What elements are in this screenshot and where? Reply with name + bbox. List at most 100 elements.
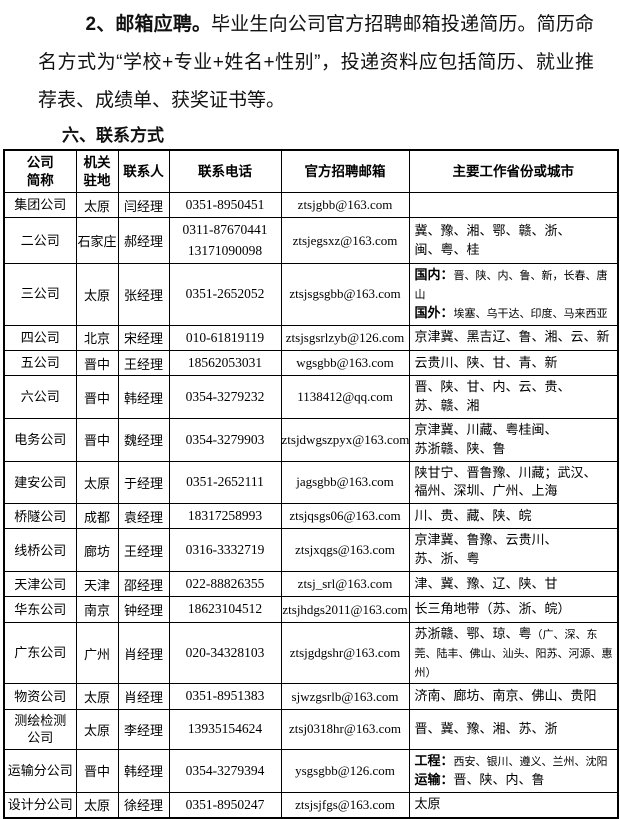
region-segment: 冀、豫、湘、鄂、赣、浙、 [414,222,571,238]
cell-regions: 长三角地带（苏、浙、皖） [408,596,619,623]
table-row: 华东公司 南京 钟经理 18623104512 ztsjhdgs2011@163.com… [3,596,619,623]
region-segment: 晋、陕、内、鲁 [453,771,545,787]
region-segment: 苏、浙、粤 [414,551,480,567]
table-row: 二公司 石家庄 郝经理 0311-87670441 13171090098 ztsjeg… [3,217,619,264]
region-segment: 晋、陕、甘、内、云、贵、 [414,379,571,395]
cell-phone: 0351-8951383 [168,683,282,710]
cell-email: ztsjqsgs06@163.com [280,503,410,530]
cell-contact: 宋经理 [117,324,170,351]
region-segment: 国内： [414,266,454,282]
cell-regions: 国内：晋、陕、内、鲁、新，长春、唐山 国外：埃塞、乌干达、印度、马来西亚 [408,262,619,326]
region-segment: 福州、深圳、广州、上海 [414,483,558,499]
cell-email: ztsjgbb@163.com [280,192,410,219]
cell-contact: 韩经理 [117,375,170,419]
cell-phone: 020-34328103 [168,621,282,685]
table-row: 物资公司 太原 肖经理 0351-8951383 sjwzgsrlb@163.com 济南… [3,683,619,710]
cell-phone: 010-61819119 [168,324,282,351]
header-office-location: 机关 驻地 [75,149,119,194]
intro-body: 毕业生向公司官方招聘邮箱投递简历。简历命名方式为“学校+专业+姓名+性别”，投递… [38,14,594,111]
table-row: 五公司 晋中 王经理 18562053031 wgsgbb@163.com 云贵川、陕、甘… [3,349,619,377]
cell-location: 太原 [75,262,119,326]
header-row: 公司 简称 机关 驻地 联系人 联系电话 官方招聘邮箱 主要工作省份或城市 [3,149,619,194]
table-row: 六公司 晋中 韩经理 0354-3279232 1138412@qq.com 晋、陕、甘、… [3,375,619,419]
cell-location: 太原 [75,708,119,750]
cell-email: ztsjegsxz@163.com [280,217,410,264]
cell-location: 太原 [75,791,119,819]
contact-table-body: 集团公司 太原 闫经理 0351-8950451 ztsjgbb@163.com 二公司石… [3,192,619,819]
header-recruit-email: 官方招聘邮箱 [280,149,410,194]
cell-contact: 韩经理 [117,748,170,793]
cell-regions: 工程：西安、银川、遵义、兰州、沈阳 运输：晋、陕、内、鲁 [408,748,619,793]
cell-regions: 晋、陕、甘、内、云、贵、 苏、赣、湘 [408,375,619,419]
region-segment: 闽、粤、桂 [414,241,480,257]
region-segment: 京津冀、黑吉辽、鲁、湘、云、新 [414,329,610,345]
cell-phone: 0351-8950247 [168,791,282,819]
intro-lead: 2、邮箱应聘。 [85,14,212,35]
region-segment: 京津冀、鲁豫、云贵川、 [414,532,558,548]
cell-phone: 0351-2652052 [168,262,282,326]
table-row: 四公司 北京 宋经理 010-61819119 ztsjsgsrlzyb@126.com… [3,324,619,351]
document-page: 2、邮箱应聘。毕业生向公司官方招聘邮箱投递简历。简历命名方式为“学校+专业+姓名… [0,6,620,819]
header-contact-phone: 联系电话 [168,149,282,194]
cell-company: 五公司 [3,349,77,377]
cell-company: 测绘检测 公司 [3,708,77,750]
cell-regions: 云贵川、陕、甘、青、新 [408,349,619,377]
region-segment: 陕甘宁、晋鲁豫、川藏；武汉、 [414,464,597,480]
region-segment: 太原 [414,796,441,812]
cell-regions: 陕甘宁、晋鲁豫、川藏；武汉、 福州、深圳、广州、上海 [408,460,619,505]
section-title: 六、联系方式 [62,126,164,145]
cell-email: wgsgbb@163.com [280,349,410,377]
region-segment: 苏、赣、湘 [414,398,480,413]
region-segment: 济南、廊坊、南京、佛山、贵阳 [414,688,597,704]
cell-location: 天津 [75,571,119,598]
table-row: 设计分公司 太原 徐经理 0351-8950247 ztsjsjfgs@163.com 太… [3,791,619,819]
cell-email: ztsjsgsrlzyb@126.com [280,324,410,351]
cell-email: ztsjdwgszpyx@163.com [280,417,410,462]
cell-contact: 王经理 [117,349,170,377]
region-segment: 苏浙赣、陕、鲁 [414,440,506,456]
cell-location: 南京 [75,596,119,623]
cell-email: jagsgbb@163.com [280,460,410,505]
cell-company: 华东公司 [3,596,77,623]
cell-contact: 张经理 [117,262,170,326]
cell-email: ztsjxqgs@163.com [280,528,410,573]
cell-regions: 京津冀、鲁豫、云贵川、 苏、浙、粤 [408,528,619,573]
cell-phone: 022-88826355 [168,571,282,598]
cell-contact: 肖经理 [117,621,170,685]
cell-phone: 0351-2652111 [168,460,282,505]
region-segment: 晋、陕、内、鲁、新，长春、唐山 [414,269,608,301]
cell-regions: 京津冀、黑吉辽、鲁、湘、云、新 [408,324,619,351]
header-work-regions: 主要工作省份或城市 [408,149,619,194]
cell-contact: 钟经理 [117,596,170,623]
cell-phone: 0354-3279903 [168,417,282,462]
cell-regions [408,192,619,219]
cell-phone: 18562053031 [168,349,282,377]
table-row: 三公司 太原 张经理 0351-2652052 ztsjsgsgbb@163.com 国内… [3,262,619,326]
cell-regions: 太原 [408,791,619,819]
cell-company: 建安公司 [3,460,77,505]
cell-phone: 0311-87670441 13171090098 [168,217,282,264]
cell-company: 集团公司 [3,192,77,219]
table-row: 建安公司 太原 于经理 0351-2652111 jagsgbb@163.com 陕甘宁、… [3,460,619,505]
cell-location: 成都 [75,503,119,530]
cell-phone: 0354-3279232 [168,375,282,419]
cell-email: ztsj0318hr@163.com [280,708,410,750]
cell-contact: 于经理 [117,460,170,505]
cell-contact: 肖经理 [117,683,170,710]
cell-phone: 0354-3279394 [168,748,282,793]
cell-company: 四公司 [3,324,77,351]
cell-contact: 邵经理 [117,571,170,598]
intro-paragraph: 2、邮箱应聘。毕业生向公司官方招聘邮箱投递简历。简历命名方式为“学校+专业+姓名… [38,6,594,120]
region-segment: （广、深、东莞、陆丰、佛山、汕头、阳苏、河源、惠州） [414,628,613,679]
table-row: 测绘检测 公司 太原 李经理 13935154624 ztsj0318hr@163.co… [3,708,619,750]
region-segment: 京津冀、川藏、粤桂闽、 [414,421,558,437]
cell-location: 北京 [75,324,119,351]
cell-email: sjwzgsrlb@163.com [280,683,410,710]
cell-company: 运输分公司 [3,748,77,793]
table-row: 桥隧公司 成都 袁经理 18317258993 ztsjqsgs06@163.com 川、… [3,503,619,530]
region-segment: 国外： [414,304,454,320]
cell-company: 天津公司 [3,571,77,598]
region-segment: 川、贵、藏、陕、皖 [414,507,532,523]
cell-contact: 闫经理 [117,192,170,219]
cell-email: ztsjsjfgs@163.com [280,791,410,819]
